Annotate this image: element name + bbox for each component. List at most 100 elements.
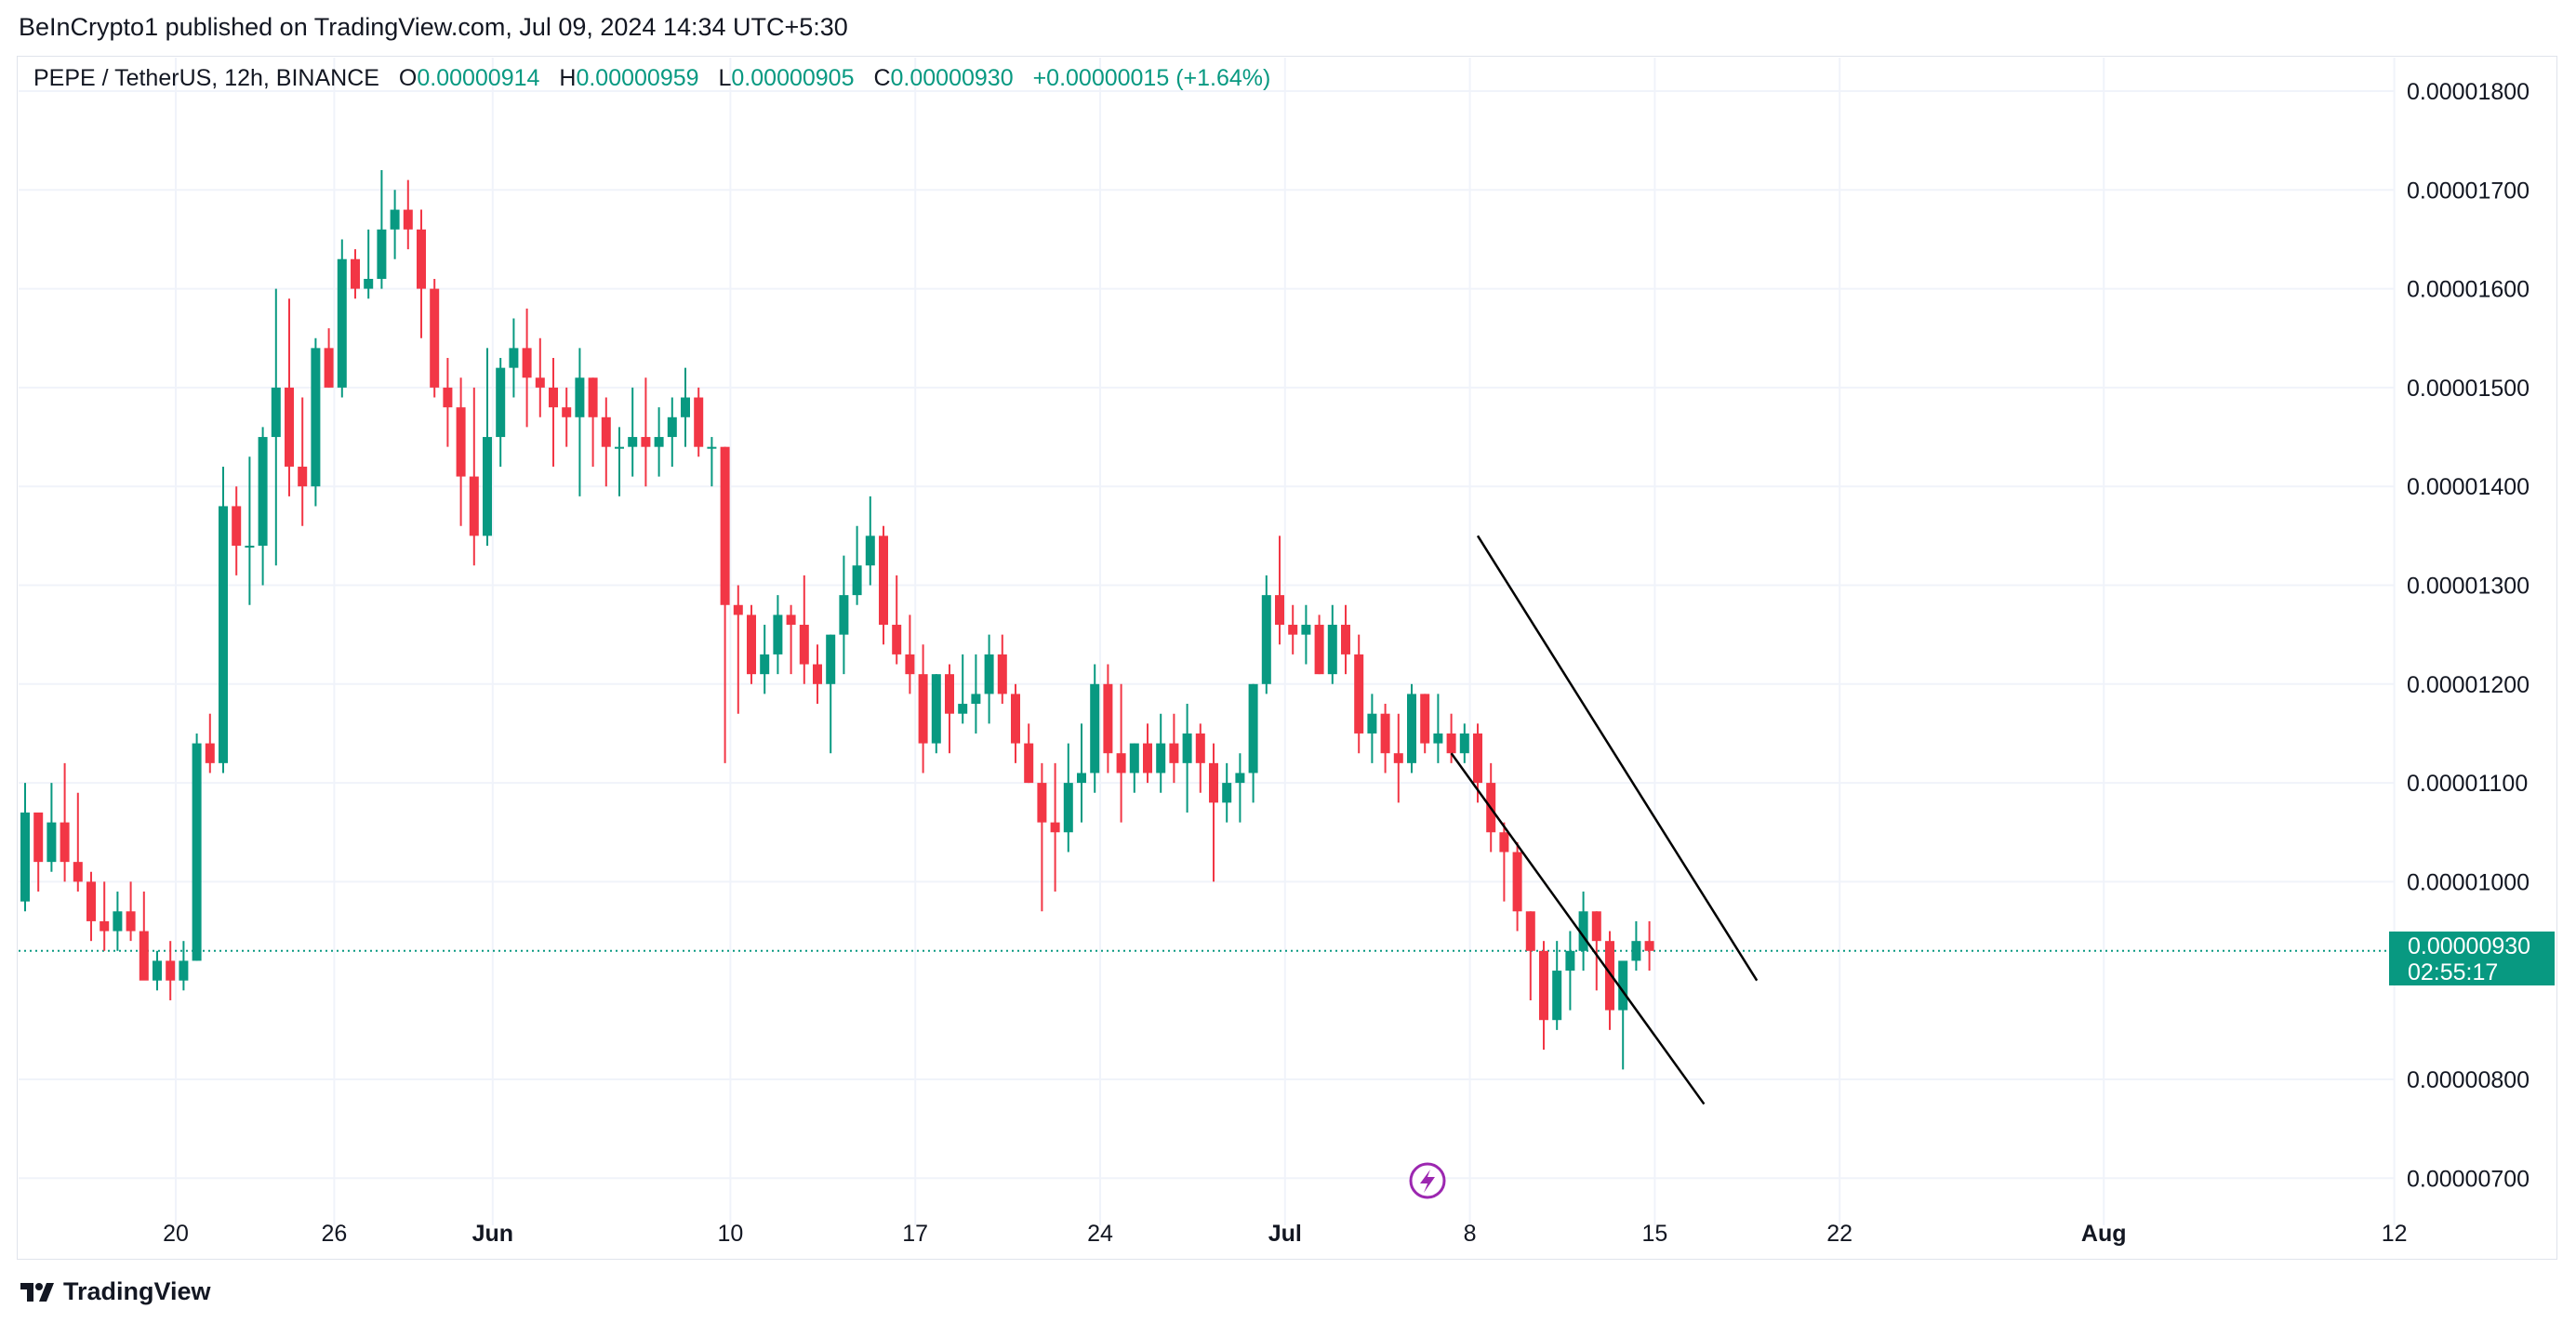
candle[interactable] [1116,683,1126,823]
candle[interactable] [324,328,334,388]
candle[interactable] [852,525,862,605]
candle[interactable] [879,525,888,645]
candle[interactable] [535,337,545,417]
candle[interactable] [931,674,941,754]
candle[interactable] [337,239,347,398]
candle[interactable] [1301,604,1311,665]
trendline[interactable] [1476,535,1759,982]
candle[interactable] [192,733,202,961]
candle[interactable] [1341,604,1350,675]
candle[interactable] [285,298,294,496]
tradingview-brand[interactable]: TradingView [19,1277,211,1306]
candle[interactable] [1367,694,1377,763]
candle[interactable] [1565,931,1575,1011]
candle[interactable] [377,170,387,289]
candle[interactable] [351,249,360,299]
candle[interactable] [1090,664,1100,793]
candle[interactable] [153,950,162,991]
candle[interactable] [971,654,981,734]
candle[interactable] [615,427,624,496]
candle[interactable] [86,871,96,942]
candle[interactable] [1618,960,1628,1070]
candle[interactable] [681,367,690,447]
candle[interactable] [826,634,836,754]
candle[interactable] [179,941,189,991]
candle[interactable] [747,604,756,684]
candle[interactable] [1024,723,1034,784]
candle[interactable] [33,812,44,892]
candle[interactable] [601,397,611,487]
candle[interactable] [390,190,400,259]
candle[interactable] [1578,892,1588,972]
candle[interactable] [298,397,308,526]
candle[interactable] [1433,694,1443,763]
candle[interactable] [958,654,968,724]
candle[interactable] [1275,535,1284,645]
candle[interactable] [232,486,242,575]
candle[interactable] [786,604,796,675]
trendline[interactable] [1450,752,1706,1105]
candle[interactable] [760,625,770,694]
candle[interactable] [1499,822,1509,902]
candle[interactable] [364,229,374,299]
candle[interactable] [271,288,281,566]
candle[interactable] [1446,713,1456,763]
candle[interactable] [918,644,928,773]
candle[interactable] [1314,615,1324,675]
candle[interactable] [1063,743,1073,853]
candle[interactable] [100,881,110,951]
candle[interactable] [1248,683,1258,803]
candle[interactable] [1539,941,1548,1051]
candle[interactable] [73,792,83,892]
candle[interactable] [1420,694,1430,754]
candle[interactable] [1156,713,1166,793]
candle[interactable] [1129,743,1139,793]
candle[interactable] [1077,723,1086,823]
candle[interactable] [628,387,638,477]
candle[interactable] [1169,713,1179,784]
candle[interactable] [562,387,572,447]
candle[interactable] [1037,762,1047,912]
candle[interactable] [997,634,1007,705]
candle[interactable] [839,555,849,675]
candle[interactable] [417,209,426,338]
candle[interactable] [720,446,730,763]
candle[interactable] [205,713,215,773]
candle[interactable] [1631,920,1641,972]
candle[interactable] [139,892,149,981]
candle[interactable] [113,892,123,951]
candle[interactable] [905,615,915,694]
candle[interactable] [1552,941,1562,1030]
candle[interactable] [1209,743,1218,882]
candle[interactable] [1407,683,1416,773]
candle[interactable] [1261,575,1271,694]
candle[interactable] [813,644,822,705]
candle[interactable] [166,941,176,1000]
candle[interactable] [1605,931,1614,1030]
candle[interactable] [1393,713,1403,803]
candle[interactable] [575,348,585,496]
candle[interactable] [126,881,136,942]
candle[interactable] [1591,911,1601,991]
candle[interactable] [865,496,875,586]
candle[interactable] [1222,762,1232,823]
candle[interactable] [1644,920,1654,972]
candle[interactable] [1327,604,1337,684]
candle[interactable] [219,466,228,773]
candle[interactable] [1354,634,1364,754]
candle[interactable] [245,456,255,605]
candle[interactable] [892,575,902,665]
candle[interactable] [945,664,954,754]
candle[interactable] [984,634,994,724]
candle[interactable] [1235,753,1245,823]
candle[interactable] [522,308,532,428]
candle[interactable] [311,337,321,507]
candle[interactable] [403,179,413,250]
candle[interactable] [667,397,677,467]
candle[interactable] [1182,704,1192,813]
candle[interactable] [496,358,506,467]
candle[interactable] [483,348,492,546]
candle[interactable] [588,377,598,467]
candle[interactable] [1195,723,1205,793]
